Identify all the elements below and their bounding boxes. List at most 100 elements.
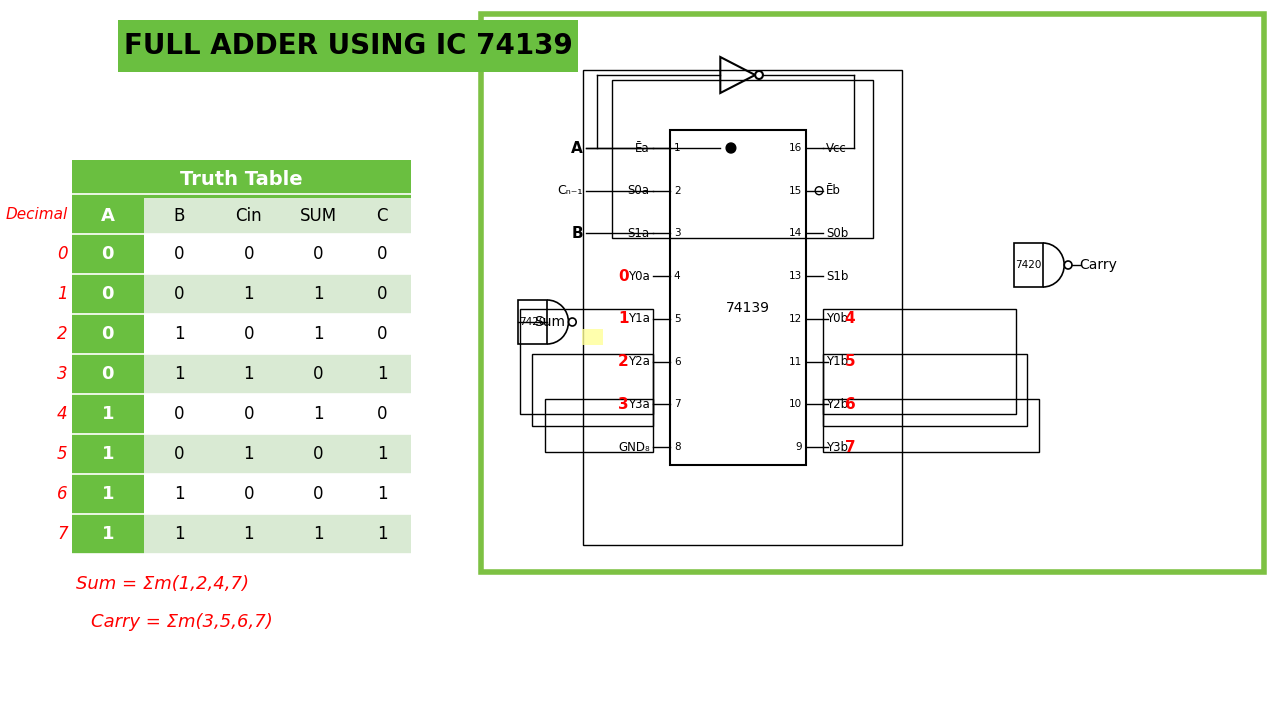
- FancyBboxPatch shape: [284, 434, 353, 474]
- Text: 0: 0: [378, 405, 388, 423]
- FancyBboxPatch shape: [214, 434, 284, 474]
- FancyBboxPatch shape: [214, 198, 284, 234]
- FancyBboxPatch shape: [214, 394, 284, 434]
- Text: 16: 16: [788, 143, 801, 153]
- FancyBboxPatch shape: [353, 394, 411, 434]
- Text: Sum = Σm(1,2,4,7): Sum = Σm(1,2,4,7): [77, 575, 250, 593]
- Text: A: A: [101, 207, 115, 225]
- Text: Vcc: Vcc: [826, 142, 846, 155]
- Text: 9: 9: [795, 442, 801, 452]
- Text: 2: 2: [618, 354, 628, 369]
- Text: 0: 0: [378, 245, 388, 263]
- FancyBboxPatch shape: [118, 20, 579, 72]
- Text: 1: 1: [243, 525, 253, 543]
- Text: S0a: S0a: [627, 184, 650, 197]
- FancyBboxPatch shape: [582, 329, 603, 345]
- FancyBboxPatch shape: [481, 14, 1263, 572]
- Text: 0: 0: [243, 405, 253, 423]
- Text: 1: 1: [101, 525, 114, 543]
- Text: 1: 1: [174, 365, 184, 383]
- Text: 1: 1: [101, 405, 114, 423]
- Text: Ēb: Ēb: [826, 184, 841, 197]
- FancyBboxPatch shape: [353, 274, 411, 314]
- FancyBboxPatch shape: [145, 274, 214, 314]
- Text: 0: 0: [378, 325, 388, 343]
- Text: 14: 14: [788, 228, 801, 238]
- FancyBboxPatch shape: [214, 274, 284, 314]
- Text: 0: 0: [243, 325, 253, 343]
- FancyBboxPatch shape: [284, 198, 353, 234]
- Text: Y0b: Y0b: [826, 312, 847, 325]
- Text: 0: 0: [174, 445, 184, 463]
- Text: 7: 7: [58, 525, 68, 543]
- Text: B: B: [173, 207, 184, 225]
- Text: 5: 5: [673, 314, 681, 324]
- Text: 7: 7: [673, 400, 681, 409]
- Text: Y2b: Y2b: [826, 397, 847, 411]
- FancyBboxPatch shape: [145, 474, 214, 514]
- Text: Cin: Cin: [236, 207, 262, 225]
- FancyBboxPatch shape: [145, 314, 214, 354]
- Text: 5: 5: [58, 445, 68, 463]
- FancyBboxPatch shape: [284, 234, 353, 274]
- Text: 12: 12: [788, 314, 801, 324]
- Text: 1: 1: [243, 445, 253, 463]
- FancyBboxPatch shape: [353, 434, 411, 474]
- Text: 1: 1: [378, 365, 388, 383]
- Text: S1b: S1b: [826, 270, 849, 283]
- Text: Ēa: Ēa: [635, 142, 650, 155]
- FancyBboxPatch shape: [72, 198, 145, 234]
- Text: 13: 13: [788, 271, 801, 281]
- Text: 0: 0: [243, 485, 253, 503]
- Text: 6: 6: [845, 397, 855, 412]
- FancyBboxPatch shape: [284, 394, 353, 434]
- Text: 1: 1: [314, 285, 324, 303]
- Text: Y0a: Y0a: [628, 270, 650, 283]
- Text: 4: 4: [58, 405, 68, 423]
- Text: 7420: 7420: [1015, 260, 1042, 270]
- FancyBboxPatch shape: [72, 394, 145, 434]
- Text: Decimal: Decimal: [5, 207, 68, 222]
- FancyBboxPatch shape: [1014, 243, 1043, 287]
- Text: Y3b: Y3b: [826, 441, 847, 454]
- Text: Sum: Sum: [534, 315, 566, 329]
- FancyBboxPatch shape: [284, 514, 353, 554]
- Text: B: B: [571, 226, 582, 241]
- Text: Y3a: Y3a: [628, 397, 650, 411]
- Text: 1: 1: [243, 285, 253, 303]
- Text: 1: 1: [314, 325, 324, 343]
- Text: 6: 6: [673, 356, 681, 366]
- Text: 0: 0: [101, 285, 114, 303]
- FancyBboxPatch shape: [214, 514, 284, 554]
- Text: Y2a: Y2a: [627, 355, 650, 368]
- Text: 0: 0: [174, 285, 184, 303]
- Text: 0: 0: [174, 245, 184, 263]
- FancyBboxPatch shape: [214, 474, 284, 514]
- Text: 8: 8: [673, 442, 681, 452]
- Text: 0: 0: [314, 365, 324, 383]
- Text: 74139: 74139: [726, 300, 769, 315]
- FancyBboxPatch shape: [214, 314, 284, 354]
- Text: 0: 0: [101, 325, 114, 343]
- Text: 0: 0: [174, 405, 184, 423]
- Text: 1: 1: [378, 485, 388, 503]
- Text: 0: 0: [101, 365, 114, 383]
- FancyBboxPatch shape: [284, 474, 353, 514]
- FancyBboxPatch shape: [284, 354, 353, 394]
- Text: Cₙ₋₁: Cₙ₋₁: [557, 184, 582, 197]
- Text: 1: 1: [243, 365, 253, 383]
- Text: 1: 1: [58, 285, 68, 303]
- FancyBboxPatch shape: [518, 300, 547, 344]
- Text: 4: 4: [673, 271, 681, 281]
- FancyBboxPatch shape: [353, 354, 411, 394]
- Text: 15: 15: [788, 186, 801, 196]
- Text: 0: 0: [618, 269, 628, 284]
- Text: 0: 0: [314, 485, 324, 503]
- FancyBboxPatch shape: [145, 234, 214, 274]
- Text: Carry: Carry: [1080, 258, 1117, 272]
- FancyBboxPatch shape: [353, 514, 411, 554]
- Text: 7: 7: [845, 439, 855, 454]
- Text: 1: 1: [378, 445, 388, 463]
- FancyBboxPatch shape: [72, 314, 145, 354]
- Text: SUM: SUM: [300, 207, 337, 225]
